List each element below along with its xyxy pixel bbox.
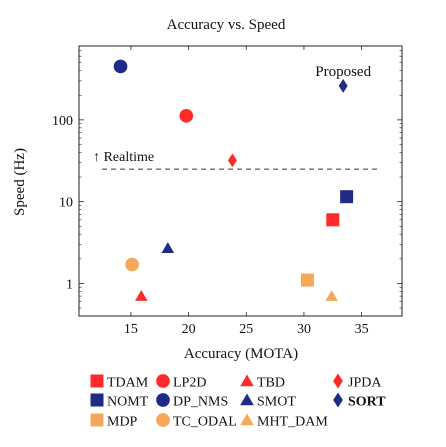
legend-sort-marker xyxy=(333,392,343,408)
point-lp2d xyxy=(179,109,194,123)
legend-lp2d-label: LP2D xyxy=(173,376,206,391)
plot-frame xyxy=(78,45,403,317)
point-jpda xyxy=(227,153,237,168)
point-nomt xyxy=(340,190,354,204)
x-tick-label: 35 xyxy=(355,322,369,337)
legend-tdam-label: TDAM xyxy=(107,376,149,391)
legend-tbd-marker xyxy=(240,374,254,387)
legend-mht-dam-marker xyxy=(240,413,254,426)
point-dp-nms xyxy=(113,59,128,74)
legend-sort-label: SORT xyxy=(348,395,386,410)
legend-tc-odal-label: TC_ODAL xyxy=(173,415,237,430)
y-axis-label: Speed (Hz) xyxy=(12,148,28,216)
legend-smot-marker xyxy=(240,393,254,406)
legend-mht-dam-label: MHT_DAM xyxy=(257,415,328,430)
legend-mht-dam: MHT_DAM xyxy=(240,413,328,430)
legend-tc-odal-marker xyxy=(156,413,170,427)
legend-tbd: TBD xyxy=(240,374,285,391)
legend-mdp-label: MDP xyxy=(107,415,138,430)
realtime-label: ↑ Realtime xyxy=(93,150,154,165)
point-tdam xyxy=(326,213,340,227)
legend-dp-nms-marker xyxy=(156,393,170,407)
legend-dp-nms: DP_NMS xyxy=(156,393,228,410)
legend-jpda: JPDA xyxy=(333,373,382,391)
x-tick-label: 30 xyxy=(297,322,311,337)
plot-area: 15 20 25 30 35 1 10 100 ↑ Realtime Proposed xyxy=(52,45,403,337)
legend-nomt-label: NOMT xyxy=(107,395,149,410)
legend-tdam-marker xyxy=(90,374,104,388)
x-axis-label: Accuracy (MOTA) xyxy=(184,346,298,362)
legend-mdp-marker xyxy=(90,413,104,427)
legend-dp-nms-label: DP_NMS xyxy=(173,395,228,410)
y-tick-label: 10 xyxy=(59,196,73,211)
point-tc-odal xyxy=(125,257,139,272)
legend-jpda-marker xyxy=(333,373,343,389)
legend-sort: SORT xyxy=(333,392,386,410)
y-tick-label: 100 xyxy=(52,114,73,129)
x-tick-label: 15 xyxy=(124,322,138,337)
legend-tdam: TDAM xyxy=(90,374,149,391)
point-mht-dam xyxy=(325,290,338,301)
x-tick-label: 20 xyxy=(182,322,196,337)
y-tick-label: 1 xyxy=(66,277,73,292)
legend-smot: SMOT xyxy=(240,393,296,410)
legend-jpda-label: JPDA xyxy=(348,376,382,391)
legend-mdp: MDP xyxy=(90,413,138,430)
legend: TDAM LP2D TBD JPDA NOMT DP_NMS SMOT SORT MDP TC_O… xyxy=(90,373,386,430)
legend-lp2d-marker xyxy=(156,374,170,388)
legend-tbd-label: TBD xyxy=(257,376,285,391)
point-mdp xyxy=(300,273,314,287)
legend-smot-label: SMOT xyxy=(257,395,296,410)
point-tbd xyxy=(134,290,148,301)
proposed-label: Proposed xyxy=(315,64,371,80)
legend-nomt: NOMT xyxy=(90,393,149,410)
legend-lp2d: LP2D xyxy=(156,374,206,391)
legend-tc-odal: TC_ODAL xyxy=(156,413,237,430)
point-smot xyxy=(161,242,175,253)
chart-title: Accuracy vs. Speed xyxy=(167,17,286,33)
x-tick-label: 25 xyxy=(239,322,253,337)
legend-nomt-marker xyxy=(90,393,104,407)
point-sort xyxy=(338,79,348,93)
